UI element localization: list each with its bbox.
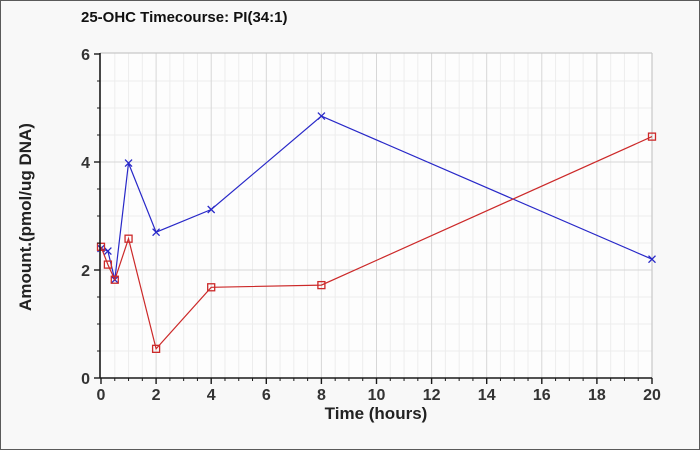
x-tick-label: 0 (97, 387, 106, 404)
x-tick-label: 16 (533, 387, 551, 404)
red-series-marker (317, 280, 326, 290)
marker-stroke (207, 205, 216, 214)
red-series-marker (151, 344, 161, 353)
grid (100, 53, 653, 378)
plot-frame (100, 52, 653, 378)
marker-stroke (103, 247, 112, 256)
blue-series-marker (103, 247, 112, 256)
y-tick-label: 4 (81, 155, 90, 172)
red-series-marker (103, 260, 113, 269)
x-tick-label: 12 (423, 387, 441, 404)
blue-series-marker (124, 159, 133, 168)
x-axis-title: Time (hours) (324, 404, 428, 423)
blue-series-line (100, 115, 653, 280)
red-series-line (100, 136, 653, 351)
x-tick-label: 18 (588, 387, 606, 404)
red-series-marker (96, 242, 106, 251)
chart-title: 25-OHC Timecourse: PI(34:1) (81, 9, 288, 26)
x-tick-label: 10 (368, 387, 386, 404)
red-series-marker (647, 132, 657, 141)
blue-series-marker (648, 255, 656, 264)
x-tick-label: 4 (207, 387, 216, 404)
red-series-marker (207, 283, 216, 292)
marker-stroke (152, 228, 161, 237)
x-tick-label: 8 (317, 387, 326, 404)
x-axis: 0 2 4 6 8 10 12 14 16 18 20 (97, 377, 661, 404)
x-tick-label: 14 (478, 387, 496, 404)
blue-series-marker (317, 112, 326, 121)
red-series (96, 132, 657, 353)
blue-series-marker (207, 205, 216, 214)
red-series-marker (124, 234, 133, 243)
y-tick-label: 6 (81, 47, 90, 64)
x-tick-label: 6 (262, 387, 271, 404)
x-tick-label: 2 (152, 387, 161, 404)
marker-stroke (317, 112, 326, 121)
blue-series-marker (152, 228, 161, 237)
marker-stroke (648, 255, 656, 264)
x-tick-label: 20 (643, 387, 661, 404)
y-tick-label: 0 (81, 371, 90, 388)
red-series-marker (110, 275, 119, 284)
y-axis: 0 2 4 6 (81, 47, 101, 388)
y-tick-label: 2 (81, 263, 90, 280)
marker-stroke (124, 159, 133, 168)
